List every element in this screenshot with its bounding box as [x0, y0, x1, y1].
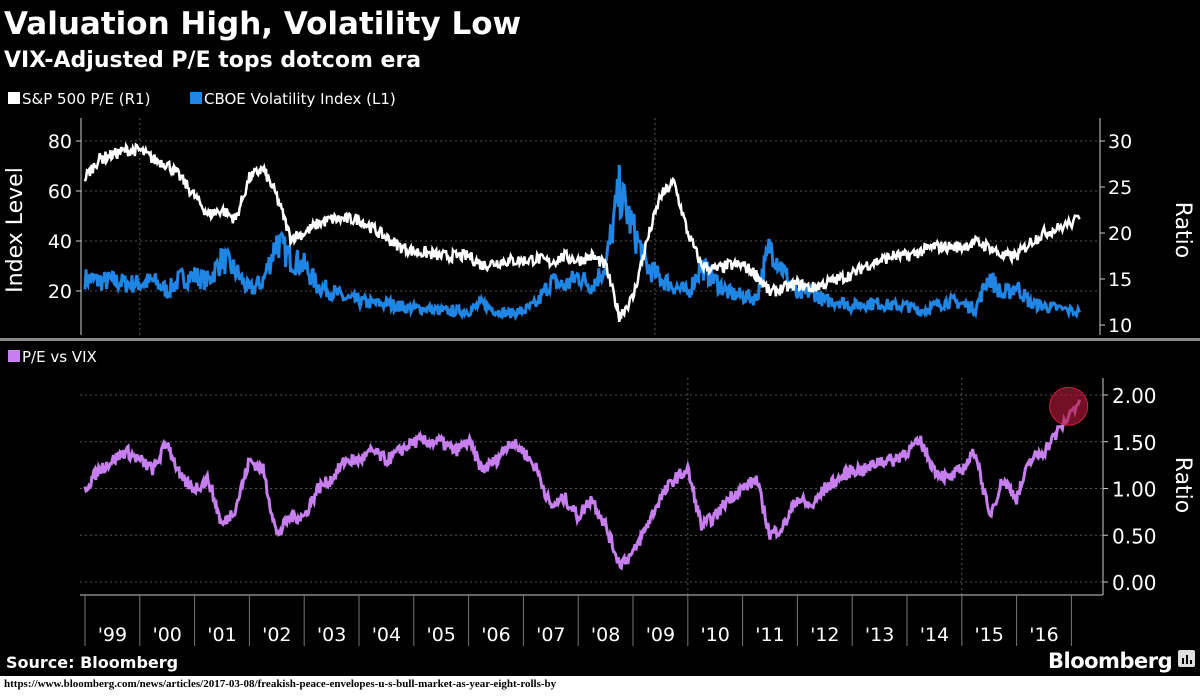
- legend-label-ratio: P/E vs VIX: [22, 348, 97, 366]
- y-tick-right: 10: [1108, 315, 1132, 337]
- x-tick-label: '07: [536, 624, 565, 646]
- y-tick-right: 30: [1108, 131, 1132, 153]
- y-tick-right: 25: [1108, 177, 1132, 199]
- legend-label-pe: S&P 500 P/E (R1): [22, 90, 150, 108]
- x-tick-label: '16: [1029, 624, 1058, 646]
- y-tick-left: 40: [48, 231, 72, 253]
- y-tick-right: 20: [1108, 223, 1132, 245]
- x-tick-label: '12: [810, 624, 839, 646]
- chart-svg: Valuation High, Volatility Low VIX-Adjus…: [0, 6, 1200, 673]
- y-tick-left: 80: [48, 131, 72, 153]
- y-tick-right: 2.00: [1112, 384, 1157, 408]
- legend-swatch-ratio: [8, 350, 20, 362]
- y-tick-right: 15: [1108, 269, 1132, 291]
- x-tick-label: '04: [372, 624, 401, 646]
- y-axis-label-right: Ratio: [1170, 202, 1195, 258]
- y-axis-label-left: Index Level: [3, 167, 28, 293]
- bloomberg-logo: Bloomberg: [1048, 649, 1172, 673]
- y-tick-left: 20: [48, 281, 72, 303]
- x-tick-label: '06: [481, 624, 510, 646]
- highlight-circle: [1049, 386, 1089, 426]
- x-tick-label: '11: [755, 624, 784, 646]
- x-tick-label: '02: [262, 624, 291, 646]
- chart-area: Valuation High, Volatility Low VIX-Adjus…: [0, 0, 1200, 676]
- source-url: https://www.bloomberg.com/news/articles/…: [4, 678, 557, 690]
- y-tick-right: 0.50: [1112, 524, 1157, 548]
- vix-series-line: [83, 164, 1081, 322]
- chart-title: Valuation High, Volatility Low: [4, 6, 521, 42]
- panel-separator: [0, 338, 1200, 341]
- y-tick-left: 60: [48, 181, 72, 203]
- x-tick-label: '05: [426, 624, 455, 646]
- x-tick-label: '13: [865, 624, 894, 646]
- x-tick-label: '08: [591, 624, 620, 646]
- x-tick-label: '03: [317, 624, 346, 646]
- x-tick-label: '01: [207, 624, 236, 646]
- bloomberg-chart-icon: [1178, 650, 1195, 667]
- source-label: Source: Bloomberg: [6, 653, 178, 672]
- x-tick-label: '10: [700, 624, 729, 646]
- x-tick-label: '99: [98, 624, 127, 646]
- x-tick-label: '14: [920, 624, 949, 646]
- y-tick-right: 1.00: [1112, 478, 1157, 502]
- y-tick-right: 1.50: [1112, 431, 1157, 455]
- x-tick-label: '15: [974, 624, 1003, 646]
- y-tick-right: 0.00: [1112, 571, 1157, 595]
- chart-subtitle: VIX-Adjusted P/E tops dotcom era: [4, 48, 421, 73]
- y-axis-label-right: Ratio: [1170, 457, 1195, 513]
- legend-swatch-vix: [190, 92, 202, 104]
- x-tick-label: '00: [152, 624, 181, 646]
- ratio-series-line: [83, 399, 1082, 571]
- legend-swatch-pe: [8, 92, 20, 104]
- legend-label-vix: CBOE Volatility Index (L1): [204, 90, 396, 108]
- pe-series-line: [83, 141, 1081, 322]
- x-tick-label: '09: [646, 624, 675, 646]
